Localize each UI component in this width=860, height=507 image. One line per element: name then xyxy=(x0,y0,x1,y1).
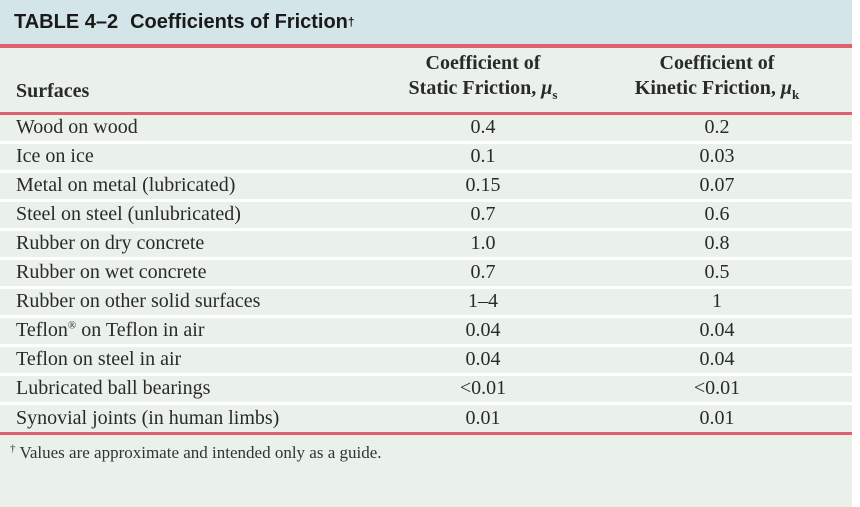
mu-symbol: μ xyxy=(541,77,553,100)
kinetic-value: 1 xyxy=(596,285,838,316)
surface-label: Teflon on steel in air xyxy=(16,348,182,370)
surface-label: Rubber on other solid surfaces xyxy=(16,290,261,312)
title-rule xyxy=(0,44,852,48)
table-title: Coefficients of Friction xyxy=(130,10,348,33)
row-spacer xyxy=(838,401,852,432)
static-value: 0.7 xyxy=(370,198,596,229)
surface-cell: Lubricated ball bearings xyxy=(0,372,370,403)
table-row: Rubber on wet concrete 0.7 0.5 xyxy=(0,256,852,287)
col-header-surfaces: Surfaces xyxy=(0,48,370,115)
static-value: <0.01 xyxy=(370,372,596,403)
surface-cell: Steel on steel (unlubricated) xyxy=(0,198,370,229)
surface-cell: Teflon on steel in air xyxy=(0,343,370,374)
row-spacer xyxy=(838,285,852,316)
mu-subscript-k: k xyxy=(791,87,800,103)
surface-label: Rubber on wet concrete xyxy=(16,261,207,283)
row-spacer xyxy=(838,140,852,171)
static-value: 1.0 xyxy=(370,227,596,258)
static-value: 0.1 xyxy=(370,140,596,171)
surface-cell: Ice on ice xyxy=(0,140,370,171)
row-spacer xyxy=(838,169,852,200)
footer-rule xyxy=(0,432,852,435)
static-value: 0.04 xyxy=(370,343,596,374)
table-number: TABLE 4–2 xyxy=(14,10,119,33)
static-header-line2: Static Friction, xyxy=(408,77,542,100)
kinetic-header-line1: Coefficient of xyxy=(659,52,775,75)
static-value: 0.4 xyxy=(470,116,496,138)
surface-label: Steel on steel (unlubricated) xyxy=(16,203,241,225)
table-row: Ice on ice 0.1 0.03 xyxy=(0,140,852,171)
table-row: Rubber on dry concrete 1.0 0.8 xyxy=(0,227,852,258)
surface-cell: Rubber on wet concrete xyxy=(0,256,370,287)
table-footnote: † Values are approximate and intended on… xyxy=(0,435,852,463)
table-row: Steel on steel (unlubricated) 0.7 0.6 xyxy=(0,198,852,229)
table-row: Wood on wood 0.4 0.2 xyxy=(0,113,852,142)
table-row: Synovial joints (in human limbs) 0.01 0.… xyxy=(0,401,852,432)
kinetic-value: 0.01 xyxy=(596,401,838,432)
table-row: Lubricated ball bearings <0.01 <0.01 xyxy=(0,372,852,403)
surface-cell: Rubber on dry concrete xyxy=(0,227,370,258)
surface-label: Ice on ice xyxy=(16,145,94,167)
kinetic-value: 0.04 xyxy=(596,314,838,345)
kinetic-value: <0.01 xyxy=(596,372,838,403)
row-spacer xyxy=(838,343,852,374)
surface-cell: Metal on metal (lubricated) xyxy=(0,169,370,200)
row-spacer xyxy=(838,314,852,345)
surface-cell: Wood on wood xyxy=(0,113,370,142)
kinetic-value: 0.03 xyxy=(596,140,838,171)
surface-label: Synovial joints (in human limbs) xyxy=(16,406,280,429)
row-spacer xyxy=(838,198,852,229)
table-row: Metal on metal (lubricated) 0.15 0.07 xyxy=(0,169,852,200)
surface-label: Wood on wood xyxy=(16,116,138,138)
table-body: Wood on wood 0.4 0.2 Ice on ice 0.1 0.03… xyxy=(0,113,852,432)
kinetic-value: 0.6 xyxy=(596,198,838,229)
table-row: Teflon on steel in air 0.04 0.04 xyxy=(0,343,852,374)
surface-label: Rubber on dry concrete xyxy=(16,232,205,254)
static-value: 0.7 xyxy=(370,256,596,287)
row-spacer xyxy=(838,372,852,403)
table-row: Rubber on other solid surfaces 1–4 1 xyxy=(0,285,852,316)
table-header: Surfaces Coefficient of Static Friction,… xyxy=(0,48,852,115)
surface-cell: Teflon® on Teflon in air xyxy=(0,314,370,345)
row-spacer xyxy=(838,256,852,287)
surface-cell: Synovial joints (in human limbs) xyxy=(0,401,370,432)
mu-symbol: μ xyxy=(780,77,792,100)
static-value: 0.15 xyxy=(370,169,596,200)
row-spacer xyxy=(838,113,852,142)
kinetic-value: 0.07 xyxy=(596,169,838,200)
row-spacer xyxy=(838,227,852,258)
kinetic-header-line2: Kinetic Friction, xyxy=(634,77,781,100)
kinetic-value: 0.8 xyxy=(596,227,838,258)
surface-label: Teflon xyxy=(16,319,68,341)
col-header-kinetic: Coefficient of Kinetic Friction, μk xyxy=(596,48,838,115)
friction-table: Surfaces Coefficient of Static Friction,… xyxy=(0,48,852,432)
mu-subscript-s: s xyxy=(552,87,558,103)
col-header-static: Coefficient of Static Friction, μs xyxy=(370,48,596,115)
table-row: Teflon® on Teflon in air 0.04 0.04 xyxy=(0,314,852,345)
static-header-line1: Coefficient of xyxy=(425,52,541,75)
static-value: 0.01 xyxy=(370,401,596,432)
table-title-bar: TABLE 4–2 Coefficients of Friction † xyxy=(0,0,852,44)
footnote-text: Values are approximate and intended only… xyxy=(19,443,382,462)
kinetic-value: 0.2 xyxy=(704,116,730,138)
header-spacer xyxy=(838,48,852,115)
registered-trademark-sup: ® xyxy=(67,319,77,332)
surface-label-rest: on Teflon in air xyxy=(76,319,205,341)
kinetic-value: 0.04 xyxy=(596,343,838,374)
surface-cell: Rubber on other solid surfaces xyxy=(0,285,370,316)
static-value: 0.04 xyxy=(370,314,596,345)
kinetic-value: 0.5 xyxy=(596,256,838,287)
surface-label: Lubricated ball bearings xyxy=(16,377,211,399)
surface-label: Metal on metal (lubricated) xyxy=(16,174,236,196)
static-value: 1–4 xyxy=(370,285,596,316)
footnote-dagger: † xyxy=(10,442,16,455)
